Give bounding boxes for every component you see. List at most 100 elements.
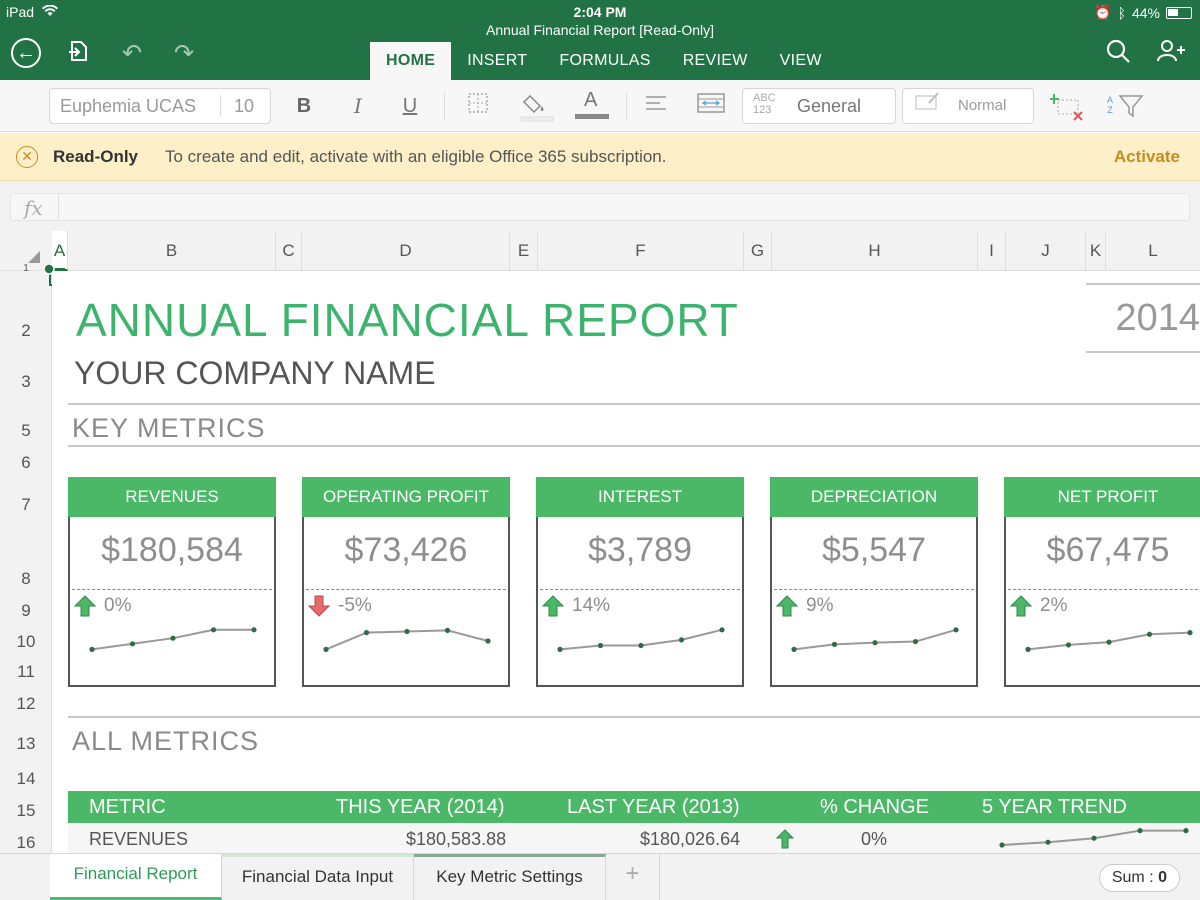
report-year[interactable]: 2014: [1086, 283, 1200, 353]
worksheet-grid[interactable]: ANNUAL FINANCIAL REPORT 2014 YOUR COMPAN…: [52, 271, 1200, 855]
read-only-label: Read-Only: [53, 147, 139, 166]
font-picker[interactable]: Euphemia UCAS 10: [49, 88, 271, 124]
back-button[interactable]: ←: [11, 38, 43, 70]
activate-link[interactable]: Activate: [1113, 147, 1180, 166]
font-color-glyph: A: [584, 89, 598, 111]
cell-percent-change[interactable]: 0%: [861, 829, 888, 849]
column-header-e[interactable]: E: [510, 231, 538, 271]
cell-metric[interactable]: REVENUES: [89, 829, 189, 849]
column-header-c[interactable]: C: [276, 231, 302, 271]
arrow-up-icon: [1010, 595, 1032, 617]
fill-color-button[interactable]: [520, 92, 554, 122]
row-header-1[interactable]: 1: [23, 263, 29, 274]
sparkline-point: [719, 627, 725, 633]
column-header-b[interactable]: B: [68, 231, 276, 271]
row-header-11[interactable]: 11: [17, 662, 35, 681]
report-title[interactable]: ANNUAL FINANCIAL REPORT: [76, 294, 739, 346]
header-last-year[interactable]: LAST YEAR (2013): [567, 796, 740, 818]
metric-card-depreciation[interactable]: DEPRECIATION $5,547 9%: [770, 477, 978, 687]
tab-review[interactable]: REVIEW: [682, 52, 748, 69]
insert-delete-cells-button[interactable]: [1049, 92, 1086, 121]
column-header-k[interactable]: K: [1086, 231, 1106, 271]
row-header-16[interactable]: 16: [16, 833, 36, 852]
header-percent-change[interactable]: % CHANGE: [820, 796, 929, 818]
tab-view[interactable]: VIEW: [779, 52, 822, 69]
sort-filter-button[interactable]: AZ: [1104, 92, 1144, 120]
select-all-corner[interactable]: [0, 231, 52, 271]
company-name[interactable]: YOUR COMPANY NAME: [74, 355, 436, 391]
sparkline-point: [210, 627, 217, 633]
undo-button[interactable]: ↶: [116, 38, 148, 70]
redo-button[interactable]: ↷: [168, 38, 200, 70]
share-file-button[interactable]: [62, 38, 94, 70]
borders-button[interactable]: [464, 92, 492, 120]
sheet-tab-key-metric-settings[interactable]: Key Metric Settings: [414, 854, 606, 900]
row-header-8[interactable]: 8: [21, 569, 31, 588]
sum-value: 0: [1158, 869, 1167, 886]
row-header-14[interactable]: 14: [16, 769, 36, 788]
column-header-h[interactable]: H: [772, 231, 978, 271]
header-this-year[interactable]: THIS YEAR (2014): [336, 796, 505, 818]
row-header-15[interactable]: 15: [16, 801, 36, 820]
column-header-f[interactable]: F: [538, 231, 744, 271]
key-metrics-heading[interactable]: KEY METRICS: [72, 413, 266, 443]
row-header-2[interactable]: 2: [21, 321, 31, 340]
header-metric[interactable]: METRIC: [89, 796, 166, 818]
metric-card-revenues[interactable]: REVENUES $180,584 0%: [68, 477, 276, 687]
font-size[interactable]: 10: [234, 96, 255, 116]
sparkline-point: [129, 641, 136, 647]
sparkline: [89, 627, 257, 652]
tab-formulas[interactable]: FORMULAS: [559, 52, 651, 69]
formula-input[interactable]: [10, 193, 1190, 221]
cell-last-year[interactable]: $180,026.64: [640, 829, 741, 849]
bold-button[interactable]: B: [296, 95, 312, 117]
row-header-9[interactable]: 9: [21, 601, 31, 620]
font-divider: [220, 95, 221, 117]
share-people-button[interactable]: [1155, 38, 1187, 70]
column-header-i[interactable]: I: [978, 231, 1006, 271]
tab-insert[interactable]: INSERT: [467, 52, 528, 69]
card-value: $3,789: [588, 531, 692, 569]
column-header-g[interactable]: G: [744, 231, 772, 271]
underline-button[interactable]: U: [402, 95, 418, 117]
sparkline: [999, 828, 1189, 848]
metric-card-operating-profit[interactable]: OPERATING PROFIT $73,426 -5%: [302, 477, 510, 687]
cell-style-picker[interactable]: Normal: [902, 88, 1034, 124]
row-header-5[interactable]: 5: [21, 421, 31, 440]
all-metrics-heading[interactable]: ALL METRICS: [72, 726, 260, 756]
row-header-7[interactable]: 7: [21, 495, 31, 514]
font-color-button[interactable]: A: [575, 89, 609, 120]
table-row[interactable]: REVENUES $180,583.88 $180,026.64 0%: [68, 823, 1200, 855]
sheet-tab-financial-report[interactable]: Financial Report: [50, 854, 222, 900]
sparkline-point: [1025, 646, 1031, 652]
card-title: OPERATING PROFIT: [302, 477, 510, 517]
column-header-l[interactable]: L: [1148, 241, 1158, 260]
header-five-year-trend[interactable]: 5 YEAR TREND: [982, 796, 1127, 818]
wrap-text-button[interactable]: [696, 92, 726, 120]
sum-indicator[interactable]: Sum : 0: [1098, 864, 1180, 892]
row-header-12[interactable]: 12: [16, 694, 36, 713]
add-sheet-button[interactable]: +: [606, 854, 660, 900]
align-button[interactable]: [644, 92, 668, 120]
number-format-picker[interactable]: ABC 123 General: [742, 88, 896, 124]
sheet-tab-financial-data-input[interactable]: Financial Data Input: [222, 854, 414, 900]
sparkline-point: [597, 642, 604, 649]
row-header-3[interactable]: 3: [21, 372, 31, 391]
row-header-10[interactable]: 10: [16, 632, 36, 651]
sparkline-point: [1187, 630, 1193, 636]
cell-this-year[interactable]: $180,583.88: [406, 829, 507, 849]
row-header-13[interactable]: 13: [16, 734, 36, 753]
metric-card-interest[interactable]: INTEREST $3,789 14%: [536, 477, 744, 687]
sparkline-line: [793, 628, 957, 651]
read-only-banner: ✕ Read-Only To create and edit, activate…: [0, 133, 1200, 181]
column-header-d[interactable]: D: [302, 231, 510, 271]
italic-button[interactable]: I: [354, 94, 362, 118]
sum-label: Sum :: [1111, 869, 1154, 886]
section-divider: [68, 445, 1200, 447]
column-header-j[interactable]: J: [1006, 231, 1086, 271]
tab-home[interactable]: HOME: [370, 42, 452, 80]
font-name: Euphemia UCAS: [60, 96, 197, 116]
row-header-6[interactable]: 6: [21, 453, 31, 472]
search-button[interactable]: [1102, 38, 1134, 70]
metric-card-net-profit[interactable]: NET PROFIT $67,475 2%: [1004, 477, 1200, 687]
